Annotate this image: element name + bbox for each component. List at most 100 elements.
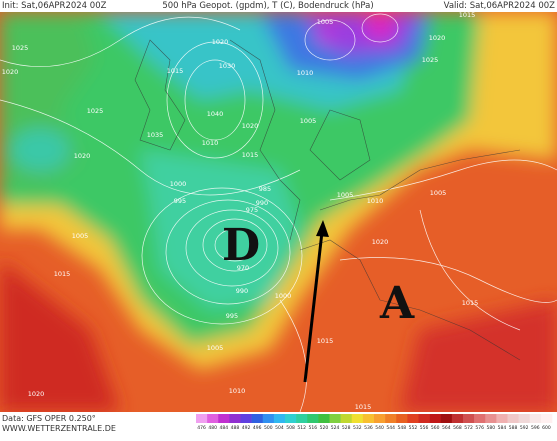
colorbar-tick-label: 548 [398, 425, 407, 431]
isobar-label: 1025 [12, 44, 29, 52]
colorbar-tick-label: 484 [220, 425, 229, 431]
colorbar-tick-label: 520 [320, 425, 329, 431]
map-field: 1025 1020 1025 1020 1005 1015 1020 1000 995 990 98… [0, 11, 557, 412]
colorbar-swatch [262, 414, 275, 423]
isobar-label: 985 [259, 185, 271, 193]
isobar-label: 1040 [207, 110, 224, 118]
isobar-label: 995 [174, 197, 186, 205]
colorbar-swatch [396, 414, 408, 423]
isobar-label: 1010 [229, 387, 246, 395]
isobar-label: 1015 [459, 11, 476, 19]
isobar-label: 1030 [219, 62, 236, 70]
colorbar-swatch [385, 414, 397, 423]
isobar-label: 1015 [242, 151, 259, 159]
colorbar-swatch [207, 414, 219, 423]
high-pressure-label: A [379, 278, 415, 329]
colorbar-swatch [307, 414, 319, 423]
isobar-label: 1010 [202, 139, 219, 147]
coastlines [134, 39, 521, 361]
colorbar-swatch [451, 414, 464, 423]
isobar-label: 1005 [430, 189, 447, 197]
colorbar-swatch [429, 414, 442, 423]
isobar-label: 1005 [72, 232, 89, 240]
isobar-label: 1000 [170, 180, 187, 188]
isobar-label: 1015 [462, 299, 479, 307]
isobar-label: 1005 [300, 117, 317, 125]
isobar-label: 1020 [372, 238, 389, 246]
colorbar-swatch [318, 414, 330, 423]
isobar-label: 1015 [54, 270, 71, 278]
colorbar-tick-label: 504 [275, 425, 284, 431]
isobar-label: 1020 [242, 122, 259, 130]
colorbar-tick-label: 552 [409, 425, 418, 431]
colorbar-tick-label: 596 [531, 425, 540, 431]
colorbar-tick-label: 524 [331, 425, 340, 431]
colorbar-tick-label: 544 [386, 425, 395, 431]
isobar-label: 990 [236, 287, 248, 295]
colorbar-tick-label: 592 [520, 425, 529, 431]
arrow [303, 220, 329, 383]
isobar-label: 1020 [74, 152, 91, 160]
colorbar-tick-label: 568 [453, 425, 462, 431]
isobar-label: 1020 [212, 38, 229, 46]
colorbar-swatch [463, 414, 475, 423]
website: WWW.WETTERZENTRALE.DE [2, 424, 116, 433]
colorbar-tick-label: 540 [375, 425, 384, 431]
colorbar-tick-label: 496 [253, 425, 262, 431]
colorbar-swatch [540, 414, 553, 423]
colorbar-swatch [340, 414, 353, 423]
colorbar-swatch [496, 414, 508, 423]
colorbar-tick-label: 500 [264, 425, 273, 431]
isobar-label: 1015 [355, 403, 372, 411]
colorbar-swatch [374, 414, 386, 423]
isobars [0, 13, 557, 412]
colorbar-swatch [329, 414, 341, 423]
isobar-label: 1025 [422, 56, 439, 64]
colorbar-swatch [296, 414, 308, 423]
isobar-label: 1025 [87, 107, 104, 115]
colorbar-swatch [518, 414, 531, 423]
isobar-label: 1015 [167, 67, 184, 75]
colorbar-tick-label: 488 [231, 425, 240, 431]
colorbar-swatch [485, 414, 497, 423]
colorbar-swatch [251, 414, 264, 423]
map-title: 500 hPa Geopot. (gpdm), T (C), Bodendruc… [162, 1, 373, 11]
isobar-label: 1015 [317, 337, 334, 345]
colorbar-swatch [418, 414, 430, 423]
colorbar-tick-label: 480 [208, 425, 217, 431]
valid-time: Valid: Sat,06APR2024 00Z [444, 1, 555, 11]
colorbar-swatch [407, 414, 419, 423]
colorbar-swatch [229, 414, 241, 423]
colorbar-tick-label: 532 [353, 425, 362, 431]
colorbar-swatch [218, 414, 230, 423]
colorbar-swatch [362, 414, 375, 423]
colorbar-swatch [529, 414, 542, 423]
isobar-label: 990 [256, 199, 268, 207]
colorbar: 476 480 484 488 492 496 500 504 508 512 516 520 524 5… [196, 414, 553, 431]
init-time: Init: Sat,06APR2024 00Z [2, 1, 107, 11]
colorbar-tick-label: 476 [197, 425, 206, 431]
colorbar-tick-label: 492 [242, 425, 251, 431]
colorbar-swatch [440, 414, 453, 423]
colorbar-tick-label: 556 [420, 425, 429, 431]
isobar-label: 1020 [429, 34, 446, 42]
colorbar-tick-label: 536 [364, 425, 373, 431]
colorbar-tick-label: 588 [509, 425, 518, 431]
isobar-label: 1000 [275, 292, 292, 300]
isobar-label: 975 [246, 206, 258, 214]
data-source: Data: GFS OPER 0.250° [2, 414, 96, 423]
colorbar-tick-label: 580 [487, 425, 496, 431]
colorbar-tick-label: 564 [442, 425, 451, 431]
colorbar-swatch [285, 414, 297, 423]
colorbar-swatch [351, 414, 364, 423]
isobar-label: 1020 [28, 390, 45, 398]
colorbar-tick-label: 576 [475, 425, 484, 431]
isobar-label: 970 [237, 264, 249, 272]
isobar-label: 1020 [2, 68, 19, 76]
low-pressure-label: D [222, 220, 260, 271]
colorbar-tick-label: 516 [309, 425, 318, 431]
colorbar-tick-label: 528 [342, 425, 351, 431]
colorbar-tick-label: 572 [464, 425, 473, 431]
isobar-label: 995 [226, 312, 238, 320]
